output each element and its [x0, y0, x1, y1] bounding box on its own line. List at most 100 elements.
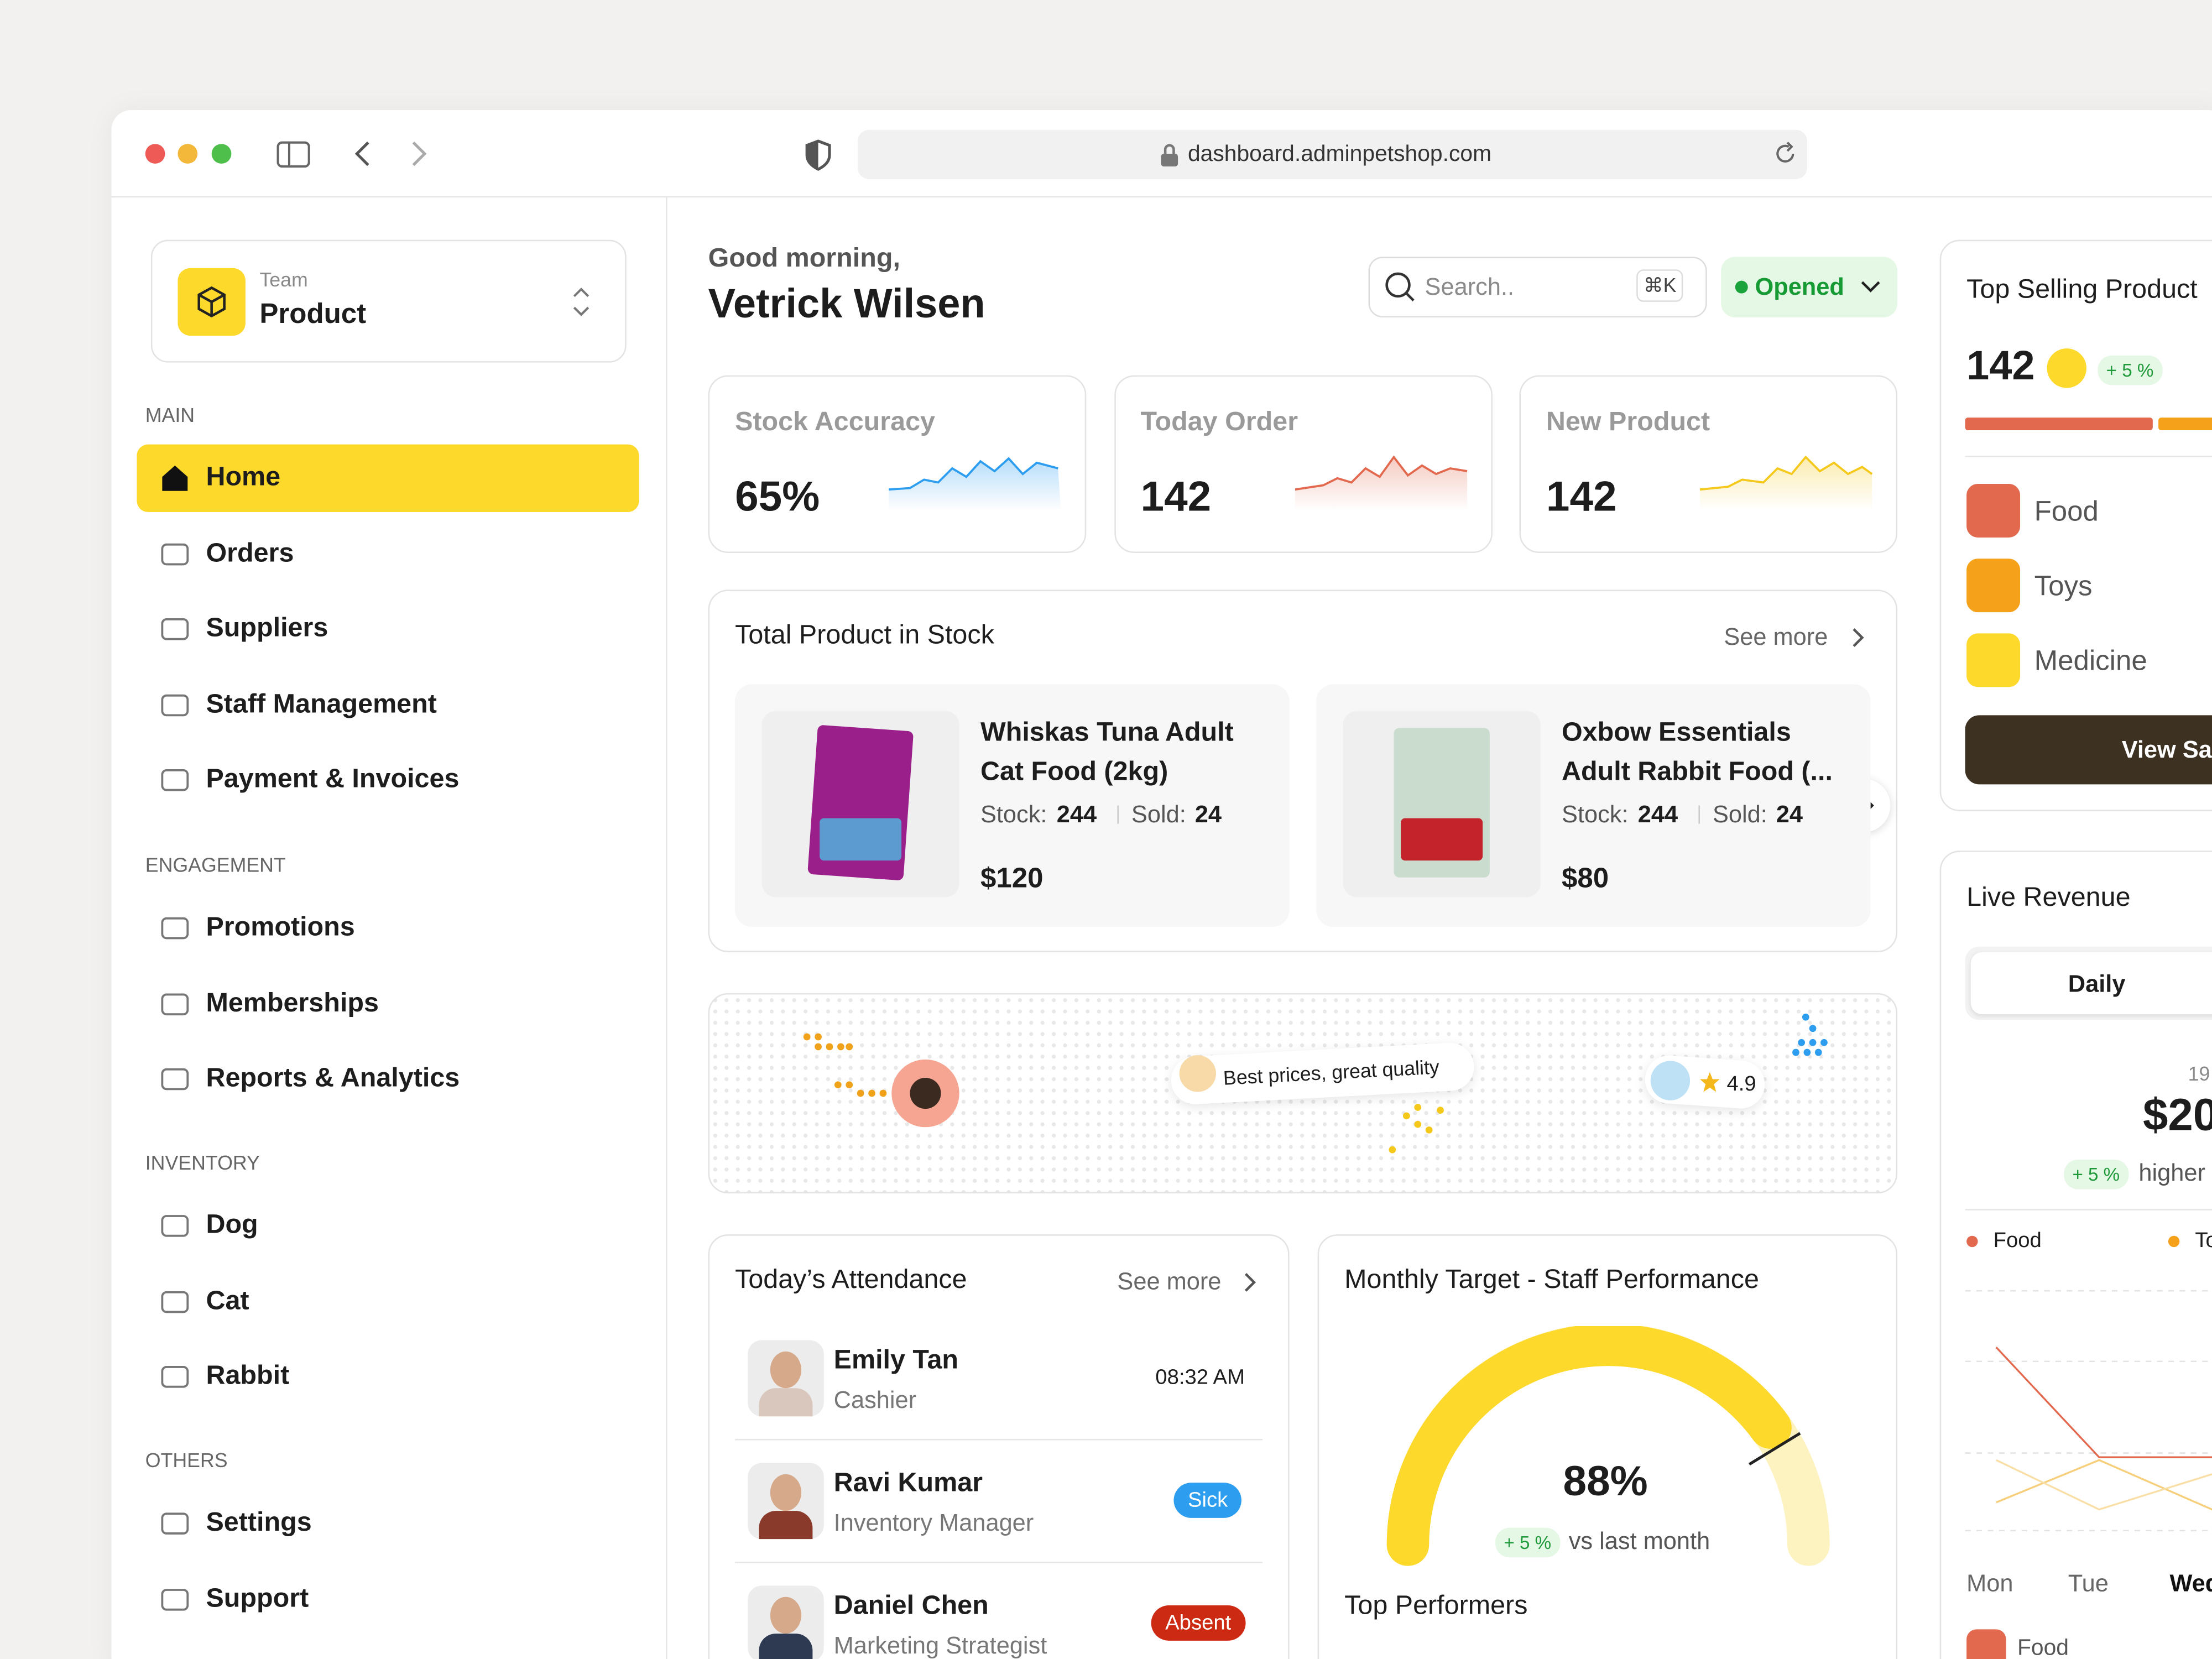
- map-dots-2: [1389, 1013, 1828, 1154]
- category-name: Toys: [2034, 571, 2093, 603]
- person-role: Cashier: [833, 1386, 917, 1414]
- share-bar-toys: [2158, 418, 2212, 431]
- status-chevron: [1861, 281, 1880, 293]
- nav-icon: [161, 1215, 189, 1237]
- search-placeholder: Search..: [1425, 273, 1515, 301]
- legend-dot: [2168, 1235, 2180, 1248]
- person-role: Marketing Strategist: [833, 1632, 1047, 1659]
- tab-daily-label: Daily: [2068, 971, 2126, 998]
- status-badge: Absent: [1151, 1605, 1245, 1641]
- nav-icon: [161, 1366, 189, 1388]
- stat-value: 142: [1140, 474, 1212, 521]
- divider: [1965, 455, 2212, 457]
- nav-item[interactable]: Memberships: [206, 988, 379, 1018]
- avatar-face: [770, 1474, 801, 1511]
- day-label: Tue: [2068, 1570, 2109, 1597]
- sold-label: Sold:: [1712, 801, 1767, 828]
- stock-value: 244: [1056, 801, 1097, 828]
- nav-item[interactable]: Rabbit: [206, 1361, 290, 1391]
- check-in-time: 08:32 AM: [1155, 1365, 1245, 1390]
- team-label: Team: [259, 268, 308, 291]
- divider: [1965, 1209, 2212, 1211]
- target-change: + 5 %: [1495, 1527, 1560, 1558]
- coin: [2047, 348, 2086, 388]
- avatar-face: [770, 1351, 801, 1389]
- section-label: ENGAGEMENT: [145, 853, 286, 877]
- sold-value: 24: [1194, 801, 1222, 828]
- nav-item[interactable]: Home: [206, 462, 281, 493]
- revenue-amount: $20: [2143, 1089, 2212, 1140]
- stat-label: Today Order: [1140, 408, 1298, 437]
- revenue-date: 19: [2188, 1062, 2210, 1085]
- category-icon: [1966, 633, 2021, 687]
- nav-icon: [161, 1512, 189, 1535]
- nav-icon: [161, 769, 189, 791]
- person-name: Emily Tan: [833, 1345, 959, 1376]
- product-name: Whiskas Tuna Adult Cat Food (2kg): [980, 718, 1234, 787]
- stat-label: New Product: [1546, 408, 1710, 437]
- lock-icon: [1161, 144, 1178, 167]
- nav-icon: [161, 618, 189, 640]
- product-pack-label: [1401, 818, 1483, 861]
- legend-label: To: [2195, 1228, 2212, 1253]
- nav-item[interactable]: Cat: [206, 1286, 249, 1316]
- nav-item[interactable]: Support: [206, 1583, 309, 1614]
- nav-item[interactable]: Staff Management: [206, 689, 437, 719]
- see-more-arrow: [1244, 1272, 1256, 1292]
- attendance-see-more[interactable]: See more: [1117, 1268, 1222, 1295]
- revenue-footer: Food: [2017, 1636, 2069, 1659]
- nav-active-bg[interactable]: [137, 444, 639, 513]
- star: [1699, 1072, 1720, 1092]
- section-label: MAIN: [145, 403, 195, 426]
- nav-item[interactable]: Reports & Analytics: [206, 1063, 460, 1094]
- stock-title: Total Product in Stock: [735, 620, 994, 651]
- greeting: Good morning,: [708, 244, 900, 274]
- search-icon: [1385, 272, 1415, 301]
- nav-icon: [161, 1068, 189, 1091]
- tab-daily[interactable]: [1970, 952, 2212, 1015]
- divider: [735, 1439, 1263, 1441]
- avatar-body: [759, 1388, 813, 1417]
- nav-item[interactable]: Dog: [206, 1210, 258, 1240]
- sold-value: 24: [1776, 801, 1803, 828]
- nav-item[interactable]: Promotions: [206, 912, 355, 943]
- sidebar-border: [666, 197, 667, 1659]
- separator: [1698, 805, 1700, 824]
- nav-item[interactable]: Payment & Invoices: [206, 764, 460, 795]
- search-box[interactable]: [1368, 257, 1707, 317]
- nav-item[interactable]: Orders: [206, 538, 294, 568]
- revenue-chart: [1965, 1290, 2212, 1532]
- rating-avatar: [1650, 1061, 1691, 1100]
- team-switcher[interactable]: [150, 239, 627, 363]
- avatar-body: [759, 1511, 813, 1540]
- category-icon: [1966, 484, 2021, 538]
- stat-card: [1114, 375, 1492, 553]
- category-icon: [1966, 559, 2021, 613]
- window-controls: [145, 141, 427, 168]
- nav-item[interactable]: Settings: [206, 1508, 312, 1538]
- nav-icon: [162, 465, 188, 491]
- nav-item[interactable]: Suppliers: [206, 613, 328, 644]
- product-name: Oxbow Essentials Adult Rabbit Food (...: [1561, 718, 1833, 787]
- shield-icon: [805, 139, 831, 171]
- reload-icon[interactable]: [1773, 141, 1799, 166]
- address-bar[interactable]: [858, 129, 1807, 179]
- user-name: Vetrick Wilsen: [708, 282, 985, 327]
- person-name: Daniel Chen: [833, 1591, 989, 1621]
- section-label: OTHERS: [145, 1448, 228, 1472]
- avatar-face: [770, 1597, 801, 1634]
- target-compare: vs last month: [1568, 1527, 1710, 1555]
- nav-icon: [161, 993, 189, 1015]
- category-name: Food: [2034, 496, 2099, 528]
- stock-see-more[interactable]: See more: [1724, 623, 1828, 651]
- top-selling-change: + 5 %: [2098, 355, 2162, 385]
- view-button[interactable]: [1965, 715, 2212, 785]
- target-value: 88%: [1563, 1458, 1648, 1505]
- nav-icon: [161, 1290, 189, 1313]
- nav-icon: [161, 542, 189, 565]
- legend-dot: [1966, 1235, 1978, 1248]
- separator: [1117, 805, 1119, 824]
- stat-value: 65%: [735, 474, 820, 521]
- top-selling-title: Top Selling Product: [1966, 275, 2198, 305]
